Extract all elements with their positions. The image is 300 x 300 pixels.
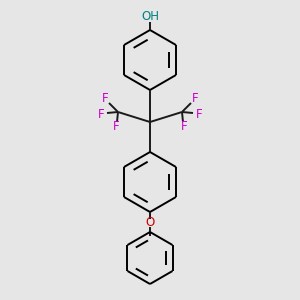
Text: O: O (146, 217, 154, 230)
Text: F: F (98, 107, 104, 121)
Text: F: F (196, 107, 202, 121)
Text: F: F (192, 92, 198, 106)
Text: F: F (102, 92, 108, 106)
Text: OH: OH (141, 11, 159, 23)
Text: F: F (181, 121, 187, 134)
Text: F: F (113, 121, 119, 134)
